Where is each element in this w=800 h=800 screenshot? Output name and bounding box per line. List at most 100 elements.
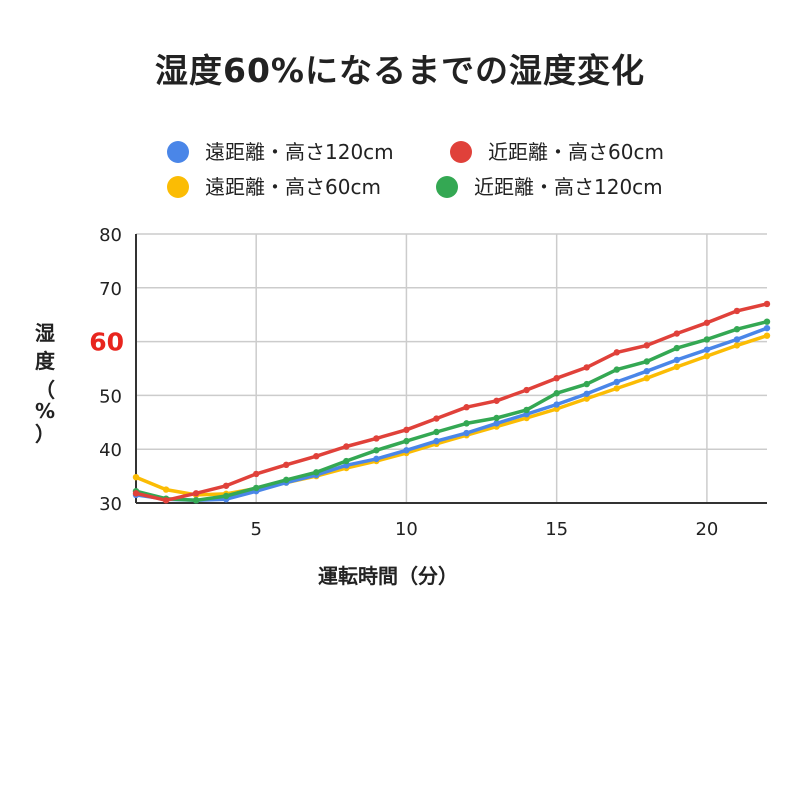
- data-point: [583, 364, 590, 371]
- data-point: [763, 332, 771, 339]
- data-point: [583, 380, 590, 388]
- data-point: [192, 490, 200, 497]
- series-line: [135, 334, 768, 497]
- data-point: [643, 358, 651, 365]
- data-point: [433, 428, 440, 436]
- data-point: [733, 326, 741, 333]
- data-point: [613, 366, 620, 373]
- data-point: [162, 497, 170, 504]
- legend-marker: [167, 176, 189, 198]
- data-point: [703, 352, 711, 360]
- data-point: [763, 300, 771, 308]
- data-point: [673, 344, 681, 352]
- legend-label: 近距離・高さ120cm: [474, 175, 663, 199]
- data-point: [703, 346, 711, 353]
- series-3: [132, 332, 771, 499]
- y-axis-label: 湿度 （%）: [35, 321, 56, 446]
- x-tick-label: 10: [395, 519, 418, 540]
- y-tick-label: 80: [99, 225, 122, 246]
- data-point: [583, 390, 590, 397]
- data-point: [283, 476, 290, 484]
- data-point: [493, 414, 500, 422]
- data-point: [613, 349, 620, 356]
- x-tick-label: 20: [695, 519, 718, 540]
- tick-labels: 30 40 50 60 70 80 5 10 15 20: [89, 225, 718, 540]
- y-tick-label: 30: [99, 494, 122, 515]
- y-axis-label-char: （: [35, 378, 55, 402]
- y-axis-label-char: ）: [35, 422, 55, 446]
- series-line: [135, 326, 768, 503]
- x-tick-label: 5: [250, 519, 261, 540]
- y-tick-label: 50: [99, 386, 122, 407]
- data-point: [613, 378, 620, 386]
- data-point: [433, 437, 440, 445]
- data-point: [463, 429, 470, 437]
- legend-item: 遠距離・高さ60cm: [167, 175, 381, 199]
- y-tick-label: 40: [99, 440, 122, 461]
- series-4: [132, 318, 771, 504]
- data-point: [703, 336, 711, 343]
- data-point: [703, 319, 711, 326]
- data-point: [252, 470, 260, 478]
- data-point: [222, 482, 230, 489]
- data-point: [553, 390, 560, 397]
- series-line: [135, 320, 768, 503]
- legend-marker: [167, 141, 189, 163]
- data-point: [283, 461, 290, 469]
- chart-title: 湿度60%になるまでの湿度変化: [155, 51, 645, 90]
- axes: [135, 234, 767, 504]
- legend-label: 遠距離・高さ60cm: [205, 175, 381, 199]
- data-point: [493, 397, 500, 404]
- data-point: [162, 486, 170, 493]
- data-point: [132, 473, 140, 481]
- data-point: [733, 342, 741, 349]
- legend-label: 遠距離・高さ120cm: [205, 140, 394, 164]
- data-point: [403, 447, 410, 454]
- data-point: [673, 356, 681, 364]
- data-point: [553, 374, 560, 382]
- legend: 遠距離・高さ120cm 近距離・高さ60cm 遠距離・高さ60cm 近距離・高さ120…: [167, 140, 664, 199]
- x-axis-label: 運転時間（分）: [318, 564, 458, 588]
- data-point: [192, 497, 200, 504]
- data-point: [553, 401, 560, 408]
- legend-item: 近距離・高さ60cm: [450, 140, 664, 164]
- data-point: [313, 469, 320, 476]
- data-point: [463, 404, 470, 411]
- legend-item: 近距離・高さ120cm: [436, 175, 663, 199]
- y-axis-label-char: %: [35, 399, 55, 423]
- data-point: [463, 420, 470, 427]
- data-point: [222, 492, 230, 500]
- legend-label: 近距離・高さ60cm: [488, 140, 664, 164]
- series-2: [132, 300, 771, 504]
- y-tick-label: 70: [99, 279, 122, 300]
- y-axis-label-char: 湿: [35, 321, 55, 345]
- data-point: [313, 452, 320, 460]
- data-point: [733, 336, 741, 343]
- data-point: [403, 437, 410, 445]
- y-axis-label-char: 度: [35, 349, 56, 373]
- data-point: [523, 386, 530, 394]
- data-point: [373, 455, 380, 463]
- data-point: [673, 363, 681, 371]
- data-point: [643, 374, 651, 382]
- data-point: [343, 457, 350, 465]
- legend-marker: [450, 141, 472, 163]
- data-point: [132, 490, 140, 497]
- data-point: [583, 395, 590, 402]
- data-point: [252, 484, 260, 492]
- series-1: [132, 324, 771, 504]
- data-point: [433, 415, 440, 422]
- series-line: [135, 302, 768, 503]
- data-point: [343, 443, 350, 450]
- grid: [136, 233, 767, 503]
- data-point: [403, 426, 410, 434]
- legend-marker: [436, 176, 458, 198]
- series-lines: [132, 300, 771, 504]
- data-point: [763, 324, 771, 332]
- legend-item: 遠距離・高さ120cm: [167, 140, 394, 164]
- x-tick-label: 15: [545, 519, 568, 540]
- data-point: [523, 406, 530, 414]
- data-point: [643, 367, 651, 375]
- y-tick-label: 60: [89, 328, 124, 357]
